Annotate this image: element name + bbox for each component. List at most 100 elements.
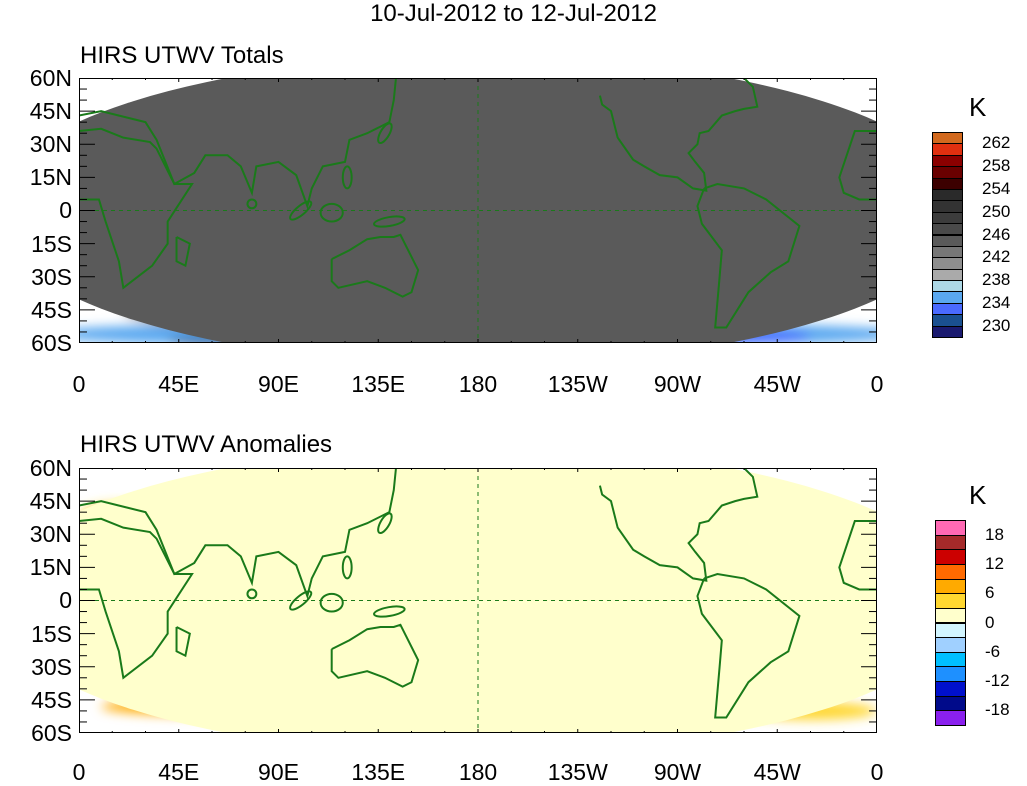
coastline (177, 627, 190, 656)
lon-tick-label: 45W (753, 759, 801, 785)
lat-tick-label: 60N (29, 65, 72, 91)
lat-tick-label: 30S (31, 263, 72, 290)
lat-tick-label: 15N (29, 164, 72, 191)
colorbar-label: 6 (985, 583, 995, 603)
lat-tick-label: 45S (31, 296, 72, 323)
anomalies-map (79, 468, 877, 733)
lon-tick-label: 0 (870, 759, 884, 785)
island-coastline (288, 199, 314, 223)
lat-tick-label: 30S (31, 653, 72, 680)
colorbar-label: 234 (982, 292, 1011, 312)
lon-tick-label: 180 (458, 371, 498, 397)
colorbar-box (935, 651, 966, 668)
units-label-totals: K (969, 92, 987, 122)
colorbar-label: -6 (985, 641, 1001, 661)
coastline (332, 235, 418, 297)
coastline (600, 468, 757, 581)
colorbar-label: 254 (982, 178, 1011, 198)
colorbar-label: 246 (982, 224, 1011, 244)
colorbar-box (935, 710, 966, 726)
lon-tick-label: 0 (870, 371, 884, 397)
coastline (839, 131, 877, 199)
lat-tick-label: 30N (29, 521, 72, 548)
panel-title-totals: HIRS UTWV Totals (80, 42, 284, 69)
island-coastline (373, 215, 405, 229)
lat-tick-label: 15S (31, 230, 72, 257)
lat-tick-label: 45N (29, 98, 72, 125)
coastline (697, 574, 799, 718)
island-coastline (321, 204, 343, 222)
lon-tick-label: 0 (72, 759, 86, 785)
lon-tick-label: 90W (653, 371, 702, 397)
lon-tick-label: 135W (547, 759, 608, 785)
colorbar-box (935, 563, 966, 580)
coastline (839, 521, 877, 589)
lon-tick-label: 90W (653, 759, 702, 785)
colorbar-box (935, 534, 966, 551)
field-contour-region (79, 468, 877, 733)
colorbar-label: 242 (982, 247, 1011, 267)
lat-tick-label: 60S (31, 719, 72, 746)
lat-tick-label: 0 (59, 197, 72, 224)
colorbar-box (935, 593, 966, 609)
colorbar-label: 18 (985, 524, 1004, 544)
lat-tick-label: 60N (29, 455, 72, 481)
island-coastline (247, 589, 256, 598)
colorbar-box (935, 666, 966, 683)
lat-tick-label: 30N (29, 131, 72, 158)
panel-title-anomalies: HIRS UTWV Anomalies (80, 431, 333, 458)
colorbar-label: 0 (985, 612, 995, 632)
coastline (79, 468, 396, 596)
coastline (79, 129, 192, 288)
lon-tick-label: 45W (753, 371, 801, 397)
island-coastline (373, 605, 405, 619)
colorbar-box (935, 607, 966, 624)
colorbar-box (935, 681, 966, 697)
lon-tick-label: 45E (158, 759, 200, 785)
lon-tick-label: 0 (72, 371, 86, 397)
colorbar-box (935, 622, 966, 639)
colorbar-totals: 262 258 254 250 246 242 238 234 230 (932, 132, 1010, 338)
colorbar-box (935, 520, 966, 536)
coastline (332, 625, 418, 687)
lat-tick-label: 60S (31, 329, 72, 356)
coastline (697, 184, 799, 328)
lon-tick-label: 45E (158, 371, 200, 397)
totals-map (79, 78, 877, 343)
island-coastline (247, 199, 256, 208)
lon-tick-label: 135E (351, 759, 406, 785)
coastline (79, 78, 396, 206)
colorbar-box (935, 578, 966, 595)
lon-tick-label: 180 (458, 759, 498, 785)
island-coastline (376, 121, 395, 145)
colorbar-box (932, 325, 963, 338)
lat-tick-label: 0 (59, 587, 72, 614)
lat-tick-label: 45S (31, 686, 72, 713)
coastline (79, 519, 192, 678)
lat-tick-label: 15S (31, 620, 72, 647)
colorbar-label: -12 (985, 671, 1010, 691)
lon-tick-label: 135W (547, 371, 608, 397)
lat-tick-label: 15N (29, 554, 72, 581)
colorbar-label: 12 (985, 553, 1004, 573)
units-label-anomalies: K (969, 480, 987, 510)
colorbar-label: 250 (982, 201, 1011, 221)
lat-tick-label: 45N (29, 488, 72, 515)
island-coastline (343, 556, 352, 578)
coastline (177, 237, 190, 266)
colorbar-label: 238 (982, 270, 1011, 290)
colorbar-label: -18 (985, 700, 1010, 720)
lon-tick-label: 90E (258, 759, 299, 785)
colorbar-box (935, 637, 966, 653)
field-contour-region (79, 78, 877, 343)
lon-tick-label: 90E (258, 371, 299, 397)
colorbar-box (935, 549, 966, 565)
colorbar-box (935, 695, 966, 712)
coastline (600, 78, 757, 191)
island-coastline (376, 511, 395, 535)
island-coastline (321, 594, 343, 612)
colorbar-anomalies: 18 12 6 0 -6 -12 -18 (935, 520, 1010, 726)
island-coastline (288, 589, 314, 613)
colorbar-label: 262 (982, 133, 1011, 153)
island-coastline (343, 166, 352, 188)
